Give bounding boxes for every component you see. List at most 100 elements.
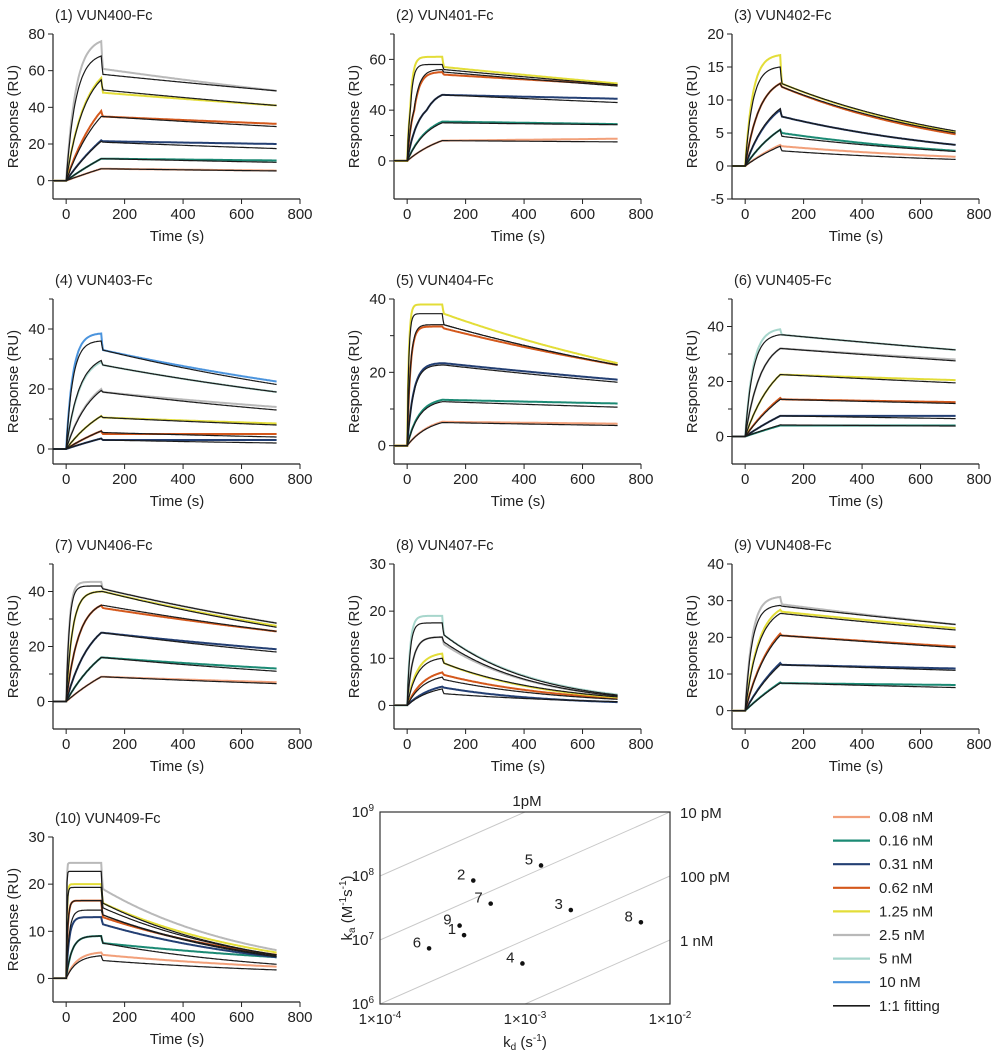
scatter-point-label: 9: [443, 912, 451, 929]
sensorgram-panel-7: (7) VUN406-Fc 0 200 400 600 800 0 20 40 Time (s) R…: [5, 538, 313, 775]
fit-curve-1.25nM: [732, 374, 956, 438]
y-axis-label: Response (RU): [346, 65, 363, 168]
x-tick-label: 400: [850, 471, 875, 488]
fit-curve-0.31nM: [53, 437, 277, 450]
fit-curve-2.5nM: [53, 55, 277, 182]
fit-curve-0.62nM: [732, 398, 956, 438]
sensorgram-panel-6: (6) VUN405-Fc 0 200 400 600 800 0 20 40 Time (s) R…: [684, 273, 992, 510]
y-axis-label: Response (RU): [5, 65, 22, 168]
x-tick-label: 0: [403, 206, 411, 223]
data-curve-0.16nM: [394, 398, 618, 447]
x-tick-label: 600: [229, 736, 254, 753]
scatter-point-label: 8: [625, 908, 633, 925]
y-tick-label: 0: [378, 438, 386, 455]
kd-isoline: [380, 875, 670, 1004]
fit-curve-0.08nM: [53, 676, 277, 703]
fit-curve-0.62nM: [732, 82, 956, 167]
fit-curve-1.25nM: [394, 657, 618, 706]
x-tick-label: 200: [453, 206, 478, 223]
tick-exponent: 6: [368, 995, 374, 1006]
fit-curve-2.5nM: [53, 870, 277, 979]
fit-curve-1.25nM: [53, 78, 277, 182]
scatter-point-9: [457, 923, 462, 928]
y-tick-label: 0: [37, 173, 45, 190]
y-label-part: a: [347, 927, 358, 933]
y-label-part: k: [339, 933, 356, 941]
legend-label: 2.5 nM: [879, 927, 925, 944]
legend-label: 0.08 nM: [879, 809, 933, 826]
x-tick-label: 0: [62, 206, 70, 223]
tick-base: 10: [352, 868, 369, 885]
legend: 0.08 nM 0.16 nM 0.31 nM 0.62 nM 1.25 nM 2.5 n…: [833, 809, 940, 1015]
scatter-point-7: [488, 901, 493, 906]
panel-title: (6) VUN405-Fc: [734, 273, 832, 289]
y-tick-label: 20: [28, 639, 45, 656]
sensorgram-panel-4: (4) VUN403-Fc 0 200 400 600 800 0 20 40 Time (s) R…: [5, 273, 313, 510]
data-curve-2.5nM: [53, 580, 277, 703]
x-axis-label: Time (s): [150, 758, 204, 775]
y-tick-label: 10: [28, 923, 45, 940]
fit-curve-1.25nM: [53, 415, 277, 450]
data-curve-0.31nM: [732, 661, 956, 712]
x-axis-label: Time (s): [491, 493, 545, 510]
fit-curve-2.5nM: [53, 585, 277, 703]
legend-label: 0.31 nM: [879, 856, 933, 873]
data-curve-0.31nM: [394, 362, 618, 447]
x-tick-label: 0: [741, 471, 749, 488]
fit-curve-0.31nM: [732, 664, 956, 712]
data-curve-10nM: [53, 332, 277, 450]
fit-curve-0.16nM: [732, 682, 956, 712]
fit-curve-0.62nM: [53, 900, 277, 979]
scatter-point-1: [461, 932, 467, 938]
tick-exponent: -2: [682, 1010, 691, 1021]
data-curve-0.62nM: [53, 108, 277, 182]
y-axis-label: Response (RU): [346, 595, 363, 698]
x-tick-label: 600: [570, 206, 595, 223]
y-tick-label: 0: [37, 970, 45, 987]
x-label-part: d: [511, 1042, 517, 1053]
x-axis-label: Time (s): [829, 228, 883, 245]
fit-curve-0.31nM: [53, 909, 277, 979]
x-label-part: (s: [516, 1034, 533, 1051]
x-tick-label: 400: [512, 206, 537, 223]
data-curve-2.5nM: [53, 387, 277, 450]
y-tick-label: -5: [711, 191, 724, 208]
fit-curve-1.25nM: [732, 612, 956, 712]
x-tick-label: 600: [570, 736, 595, 753]
x-tick-label: 0: [741, 736, 749, 753]
tick-base: 10: [352, 804, 369, 821]
sensorgram-panel-9: (9) VUN408-Fc 0 200 400 600 800 0 10 20 30 40 Time …: [684, 538, 992, 775]
scatter-point-8: [638, 920, 644, 925]
legend-label: 10 nM: [879, 974, 921, 991]
kd-isoline: [523, 939, 670, 1004]
isoline-label: 10 pM: [680, 805, 722, 822]
scatter-point-label: 6: [413, 934, 421, 951]
x-tick-label: 400: [171, 471, 196, 488]
y-tick-label: 20: [707, 26, 724, 43]
fit-curve-0.08nM: [394, 422, 618, 447]
legend-label: 1:1 fitting: [879, 998, 940, 1015]
y-tick-label: 0: [378, 153, 386, 170]
scatter-point-3: [568, 907, 574, 913]
fit-curve-0.08nM: [53, 168, 277, 182]
y-tick-label: 20: [28, 136, 45, 153]
y-label-part: -1: [338, 896, 349, 905]
fit-curve-0.62nM: [732, 634, 956, 712]
y-tick-label: 10: [369, 650, 386, 667]
data-curve-1.25nM: [394, 55, 618, 162]
panel-title: (4) VUN403-Fc: [55, 273, 153, 289]
y-axis-label: Response (RU): [5, 595, 22, 698]
fit-curve-0.16nM: [394, 401, 618, 447]
fit-curve-1.25nM: [394, 63, 618, 162]
x-tick-label: 0: [741, 206, 749, 223]
fit-curve-2.5nM: [394, 636, 618, 706]
y-tick-label: 10: [707, 666, 724, 683]
y-axis-label: Response (RU): [346, 330, 363, 433]
x-tick-label: 800: [966, 471, 991, 488]
data-curve-0.08nM: [53, 675, 277, 703]
y-tick-label: 30: [28, 829, 45, 846]
tick-base: 1×10: [649, 1011, 683, 1028]
y-label-part: ): [339, 875, 356, 880]
x-tick-label: 800: [966, 736, 991, 753]
tick-base: 10: [352, 996, 369, 1013]
